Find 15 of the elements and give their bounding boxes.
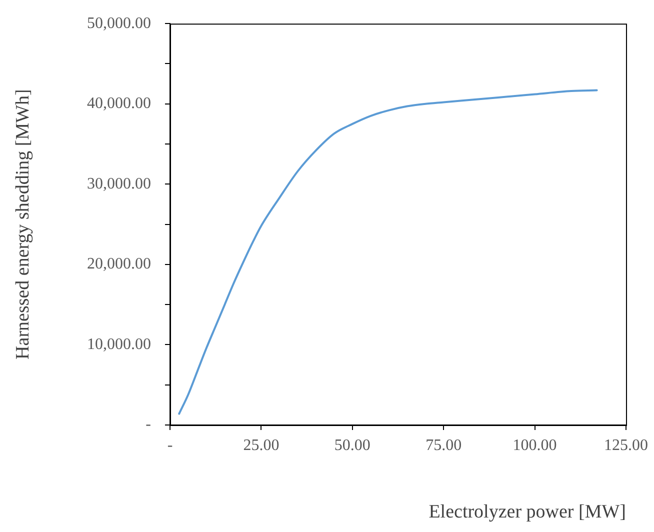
x-tick-label: 25.00 xyxy=(243,436,280,454)
x-axis-title: Electrolyzer power [MW] xyxy=(428,502,626,523)
x-tick-label: 100.00 xyxy=(512,436,557,454)
y-axis-title: Harnessed energy shedding [MWh] xyxy=(12,89,34,360)
y-tick-label: 10,000.00 xyxy=(87,336,151,353)
y-tick-label: 50,000.00 xyxy=(87,14,151,32)
y-tick-label: 30,000.00 xyxy=(87,175,151,192)
y-tick-label: 20,000.00 xyxy=(87,256,151,273)
y-tick-label: - xyxy=(146,416,151,434)
x-tick-label: - xyxy=(167,436,173,454)
x-tick-label: 125.00 xyxy=(604,436,648,454)
y-tick-label: 40,000.00 xyxy=(87,95,151,112)
x-tick-label: 50.00 xyxy=(334,436,370,454)
line-series xyxy=(178,89,598,415)
x-tick-label: 75.00 xyxy=(426,436,462,454)
